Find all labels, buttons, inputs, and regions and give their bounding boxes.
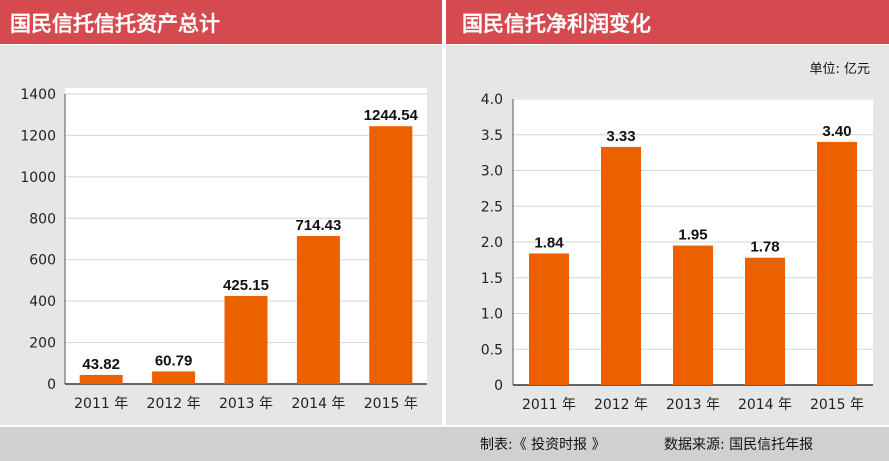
right-category-label: 2015 年 — [810, 397, 864, 413]
left-chart: 0 200 400 600 800 1000 1200 1400 43.82 2011 年 60.7… — [20, 87, 427, 412]
footer-source: 数据来源: 国民信托年报 — [664, 437, 813, 453]
right-y-tick-label: 3.0 — [481, 164, 503, 180]
right-bar — [601, 146, 641, 385]
right-chart-title: 国民信托净利润变化 — [462, 12, 651, 36]
left-value-label: 714.43 — [295, 217, 341, 234]
left-title-bar — [0, 0, 442, 44]
right-bar — [673, 245, 713, 385]
footer-maker: 制表:《 投资时报 》 — [480, 437, 606, 453]
left-y-tick-label: 0 — [47, 377, 56, 393]
left-bar — [152, 371, 196, 384]
right-category-label: 2012 年 — [594, 397, 648, 413]
left-chart-title: 国民信托信托资产总计 — [10, 12, 220, 36]
footer: 制表:《 投资时报 》 数据来源: 国民信托年报 — [0, 427, 889, 461]
right-y-tick-label: 0.5 — [481, 342, 503, 358]
left-y-tick-label: 200 — [29, 336, 56, 352]
right-chart: 0 0.5 1.0 1.5 2.0 2.5 3.0 3.5 4.0 1.84 2011 年 3.33 2… — [481, 92, 873, 413]
right-panel: 国民信托净利润变化 单位: 亿元 0 0.5 1.0 1.5 2.0 2.5 3.0 3.5 4… — [446, 0, 889, 425]
left-panel: 国民信托信托资产总计 0 200 400 600 800 1000 1200 1400 43.8… — [0, 0, 442, 425]
right-y-tick-label: 2.0 — [481, 235, 503, 251]
left-value-label: 425.15 — [223, 277, 269, 294]
left-value-label: 1244.54 — [364, 107, 419, 124]
left-category-label: 2012 年 — [147, 396, 201, 412]
right-bar — [745, 257, 785, 385]
right-title-bar — [446, 0, 889, 44]
left-y-tick-label: 600 — [29, 253, 56, 269]
left-bar — [296, 236, 340, 384]
right-category-label: 2011 年 — [522, 397, 576, 413]
left-y-tick-label: 800 — [29, 211, 56, 227]
right-value-label: 3.40 — [822, 123, 851, 140]
right-y-tick-label: 0 — [494, 378, 503, 394]
right-y-tick-label: 1.5 — [481, 271, 503, 287]
right-value-label: 1.84 — [534, 234, 564, 251]
right-y-tick-label: 1.0 — [481, 307, 503, 323]
right-value-label: 1.78 — [750, 239, 779, 256]
left-y-tick-label: 400 — [29, 294, 56, 310]
footer-bar — [0, 427, 889, 461]
left-category-label: 2015 年 — [364, 396, 418, 412]
left-category-label: 2011 年 — [74, 396, 128, 412]
right-value-label: 3.33 — [606, 128, 635, 145]
left-category-label: 2013 年 — [219, 396, 273, 412]
right-category-label: 2013 年 — [666, 397, 720, 413]
left-value-label: 43.82 — [82, 356, 120, 373]
left-bar — [79, 374, 123, 384]
left-bar — [369, 126, 413, 385]
left-bar — [224, 295, 268, 384]
right-y-tick-label: 3.5 — [481, 128, 503, 144]
left-y-tick-label: 1400 — [20, 87, 56, 103]
right-category-label: 2014 年 — [738, 397, 792, 413]
left-y-tick-label: 1200 — [20, 128, 56, 144]
left-category-label: 2014 年 — [291, 396, 345, 412]
right-y-tick-label: 2.5 — [481, 199, 503, 215]
left-y-tick-label: 1000 — [20, 170, 56, 186]
right-y-tick-label: 4.0 — [481, 92, 503, 108]
right-bar — [817, 141, 857, 385]
right-bar — [529, 253, 569, 385]
right-value-label: 1.95 — [678, 227, 707, 244]
left-value-label: 60.79 — [155, 352, 193, 369]
unit-label: 单位: 亿元 — [809, 62, 870, 77]
